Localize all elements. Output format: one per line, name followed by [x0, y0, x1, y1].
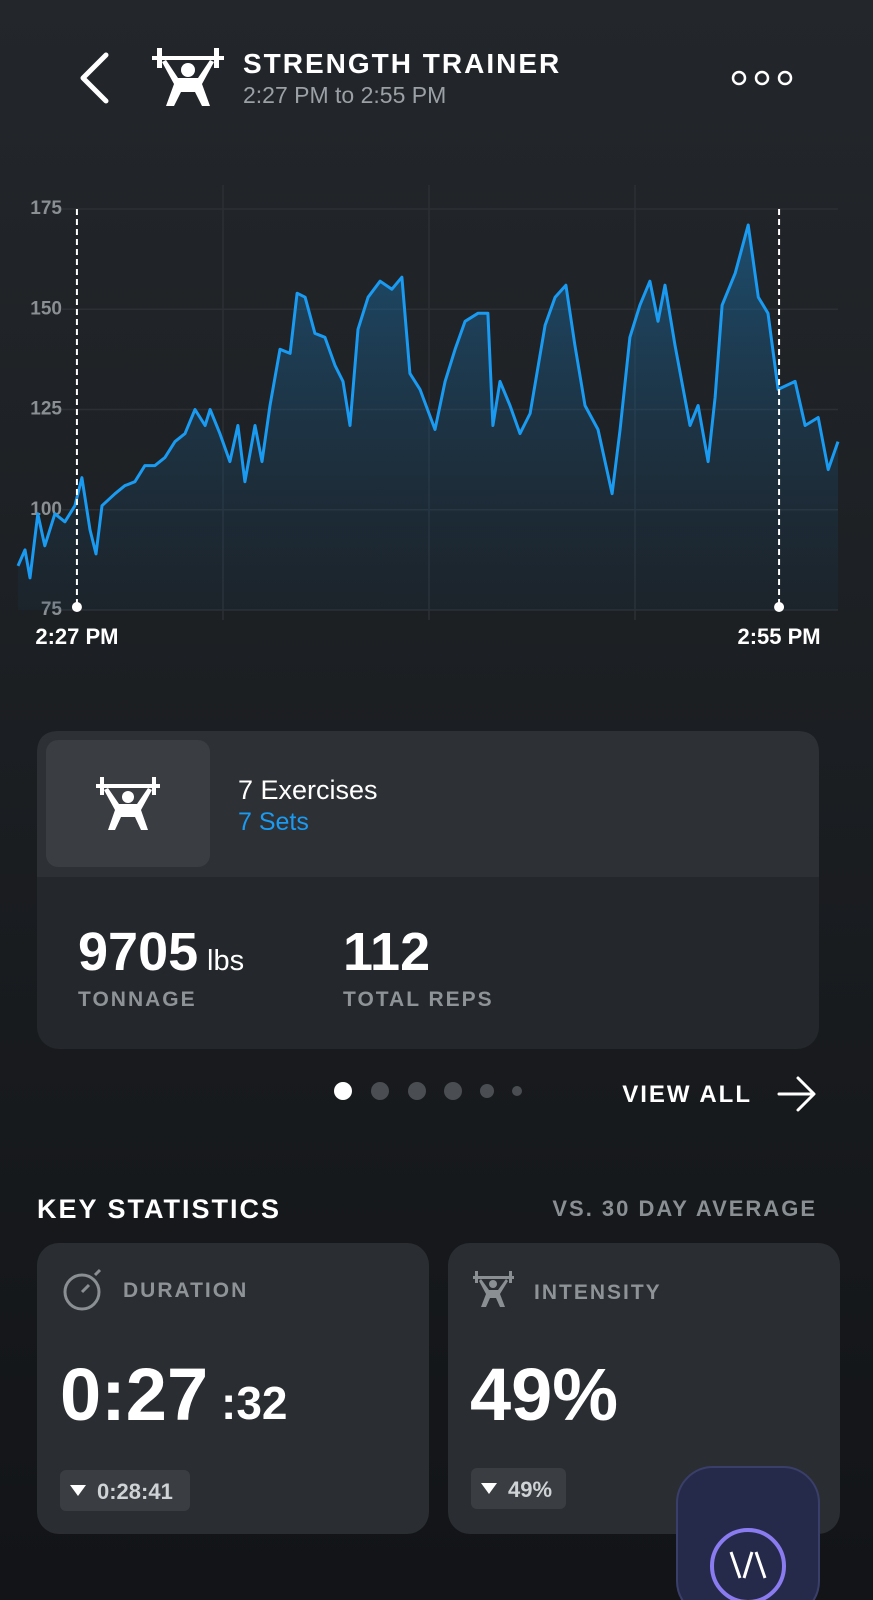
comparison-label: VS. 30 DAY AVERAGE — [552, 1196, 817, 1221]
intensity-icon — [473, 1271, 514, 1307]
more-button[interactable] — [731, 70, 793, 86]
time-marker-dot — [774, 602, 785, 612]
delta-pill — [471, 1468, 566, 1509]
tonnage-value: 9705 — [78, 922, 198, 982]
card-icon-box — [46, 740, 210, 867]
arrow-icon[interactable] — [777, 1076, 816, 1112]
intensity-card[interactable] — [448, 1243, 840, 1534]
exercise-count: 7 Exercises — [238, 775, 378, 805]
stat-delta: 49% — [508, 1477, 552, 1502]
time-label: 2:55 PM — [737, 624, 820, 649]
stat-label: DURATION — [123, 1279, 248, 1302]
stat-delta: 0:28:41 — [97, 1479, 173, 1504]
subtitle: 2:27 PM to 2:55 PM — [243, 82, 446, 108]
view-all[interactable]: VIEW ALL — [622, 1081, 752, 1108]
back-button[interactable] — [80, 52, 109, 104]
area-fill — [18, 225, 838, 610]
stat-value-small: :32 — [221, 1377, 287, 1429]
down-arrow — [481, 1483, 497, 1494]
stopwatch-icon — [63, 1268, 102, 1311]
card-header — [37, 731, 819, 877]
time-marker-dot — [71, 602, 82, 612]
tonnage-label: TONNAGE — [78, 988, 197, 1011]
section-title: KEY STATISTICS — [37, 1194, 281, 1224]
card-lifter-icon — [96, 777, 160, 830]
reps-label: TOTAL REPS — [343, 988, 494, 1011]
pager-dots — [334, 1082, 522, 1100]
stat-value: 0:27 — [60, 1353, 208, 1436]
line — [16, 223, 840, 580]
reps-value: 112 — [343, 922, 430, 982]
title: STRENGTH TRAINER — [243, 48, 561, 79]
assistant-button[interactable] — [676, 1466, 820, 1600]
y-tick-label: 175 — [30, 198, 62, 219]
y-tick-label: 125 — [30, 399, 62, 420]
stat-label: INTENSITY — [534, 1281, 662, 1304]
down-arrow — [70, 1485, 86, 1496]
tonnage-unit: lbs — [207, 945, 244, 977]
duration-card[interactable] — [37, 1243, 429, 1534]
chart: 751001251501752:27 PM2:55 PM — [16, 185, 840, 649]
lifter-icon — [152, 48, 224, 106]
stat-value: 49% — [470, 1353, 618, 1436]
set-count: 7 Sets — [238, 808, 309, 836]
delta-pill — [60, 1470, 190, 1511]
y-tick-label: 150 — [30, 298, 62, 319]
time-label: 2:27 PM — [35, 624, 118, 649]
